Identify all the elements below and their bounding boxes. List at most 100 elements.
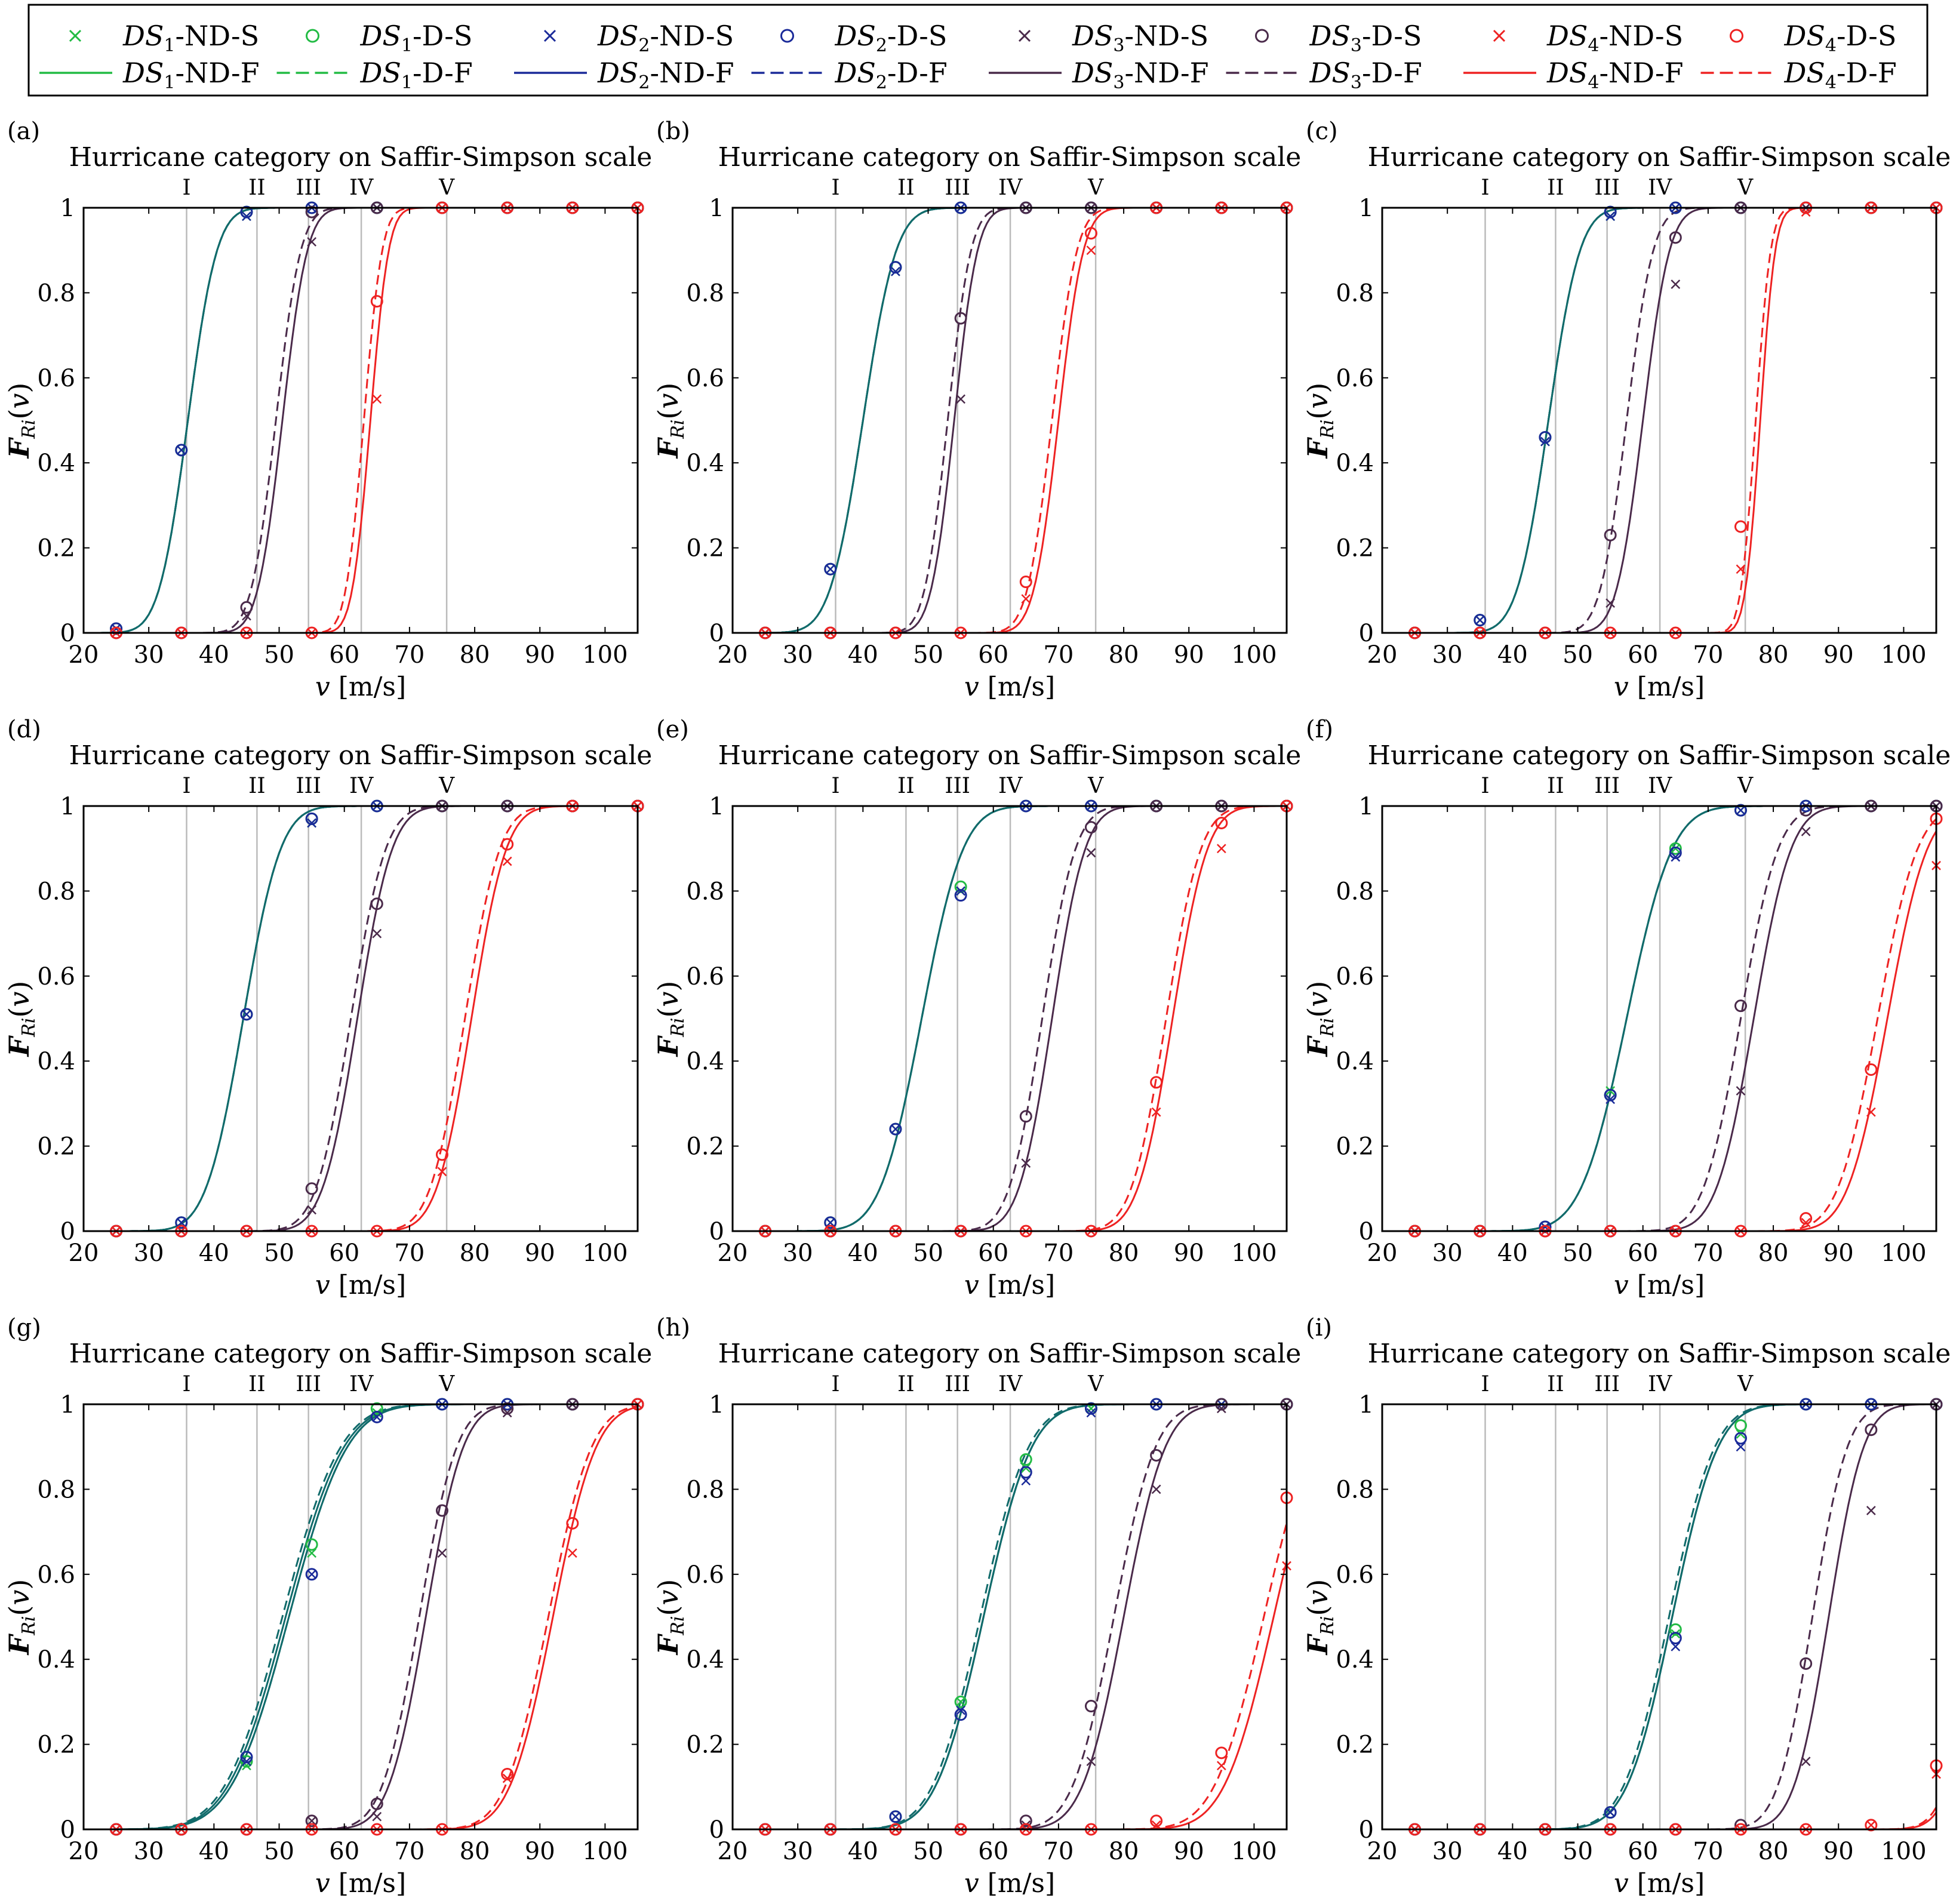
axes-box (1381, 805, 1937, 1232)
y-tick-label: 0.4 (1336, 1646, 1374, 1674)
y-tick-label: 0.6 (1336, 365, 1374, 392)
x-tick-label: 70 (1043, 1838, 1074, 1865)
x-tick-label: 90 (525, 1239, 555, 1267)
category-label: V (1737, 1372, 1754, 1397)
y-tick-label: 0 (60, 620, 75, 647)
x-tick-label: 100 (582, 1838, 628, 1865)
category-label: III (1594, 1372, 1620, 1397)
marker-x-DS4 (502, 1773, 512, 1783)
x-axis-label: v [m/s] (964, 1270, 1055, 1300)
marker-o-DS2 (1669, 846, 1682, 859)
legend-label: DS4-D-F (1784, 57, 1897, 93)
marker-o-DS2 (305, 1568, 318, 1581)
marker-x-DS1 (1736, 1429, 1746, 1439)
marker-o-DS2 (824, 562, 837, 576)
x-tick-label: 60 (1628, 1838, 1658, 1865)
panel-title: Hurricane category on Saffir-Simpson sca… (1368, 1339, 1950, 1369)
x-tick-label: 40 (848, 641, 878, 669)
marker-x-DS2 (825, 564, 835, 574)
marker-o-DS2 (889, 1122, 902, 1136)
panel-title: Hurricane category on Saffir-Simpson sca… (69, 740, 653, 771)
marker-x-DS2 (372, 1412, 382, 1422)
category-label: III (296, 1372, 321, 1397)
marker-x-DS1 (1671, 1629, 1681, 1639)
marker-x-DS3 (1801, 826, 1811, 836)
x-axis-label: v [m/s] (315, 672, 406, 702)
y-tick-label: 0.8 (1336, 1476, 1374, 1503)
marker-x-DS2 (891, 1124, 900, 1134)
y-axis-label: FRi(v) (652, 981, 688, 1058)
marker-o-DS3 (1084, 1700, 1097, 1713)
panel-title: Hurricane category on Saffir-Simpson sca… (69, 142, 653, 173)
x-tick-label: 100 (582, 1239, 628, 1267)
y-tick-label: 0.6 (1336, 963, 1374, 991)
x-tick-label: 50 (264, 1239, 294, 1267)
y-tick-label: 1 (1359, 195, 1374, 222)
marker-x-DS3 (307, 237, 317, 247)
y-tick-label: 0.8 (37, 878, 75, 905)
y-tick-label: 0.4 (37, 1048, 75, 1075)
x-axis-label: v [m/s] (964, 672, 1055, 702)
x-tick-label: 90 (1823, 1239, 1854, 1267)
panel-title: Hurricane category on Saffir-Simpson sca… (718, 1339, 1302, 1369)
y-tick-label: 0.4 (686, 1646, 724, 1674)
marker-x-DS4 (1866, 1107, 1876, 1117)
panel-title: Hurricane category on Saffir-Simpson sca… (69, 1339, 653, 1369)
marker-o-DS3 (1019, 1110, 1032, 1123)
y-tick-label: 0 (709, 620, 724, 647)
y-tick-label: 0.4 (686, 450, 724, 477)
x-tick-label: 50 (264, 1838, 294, 1865)
marker-o-DS4 (370, 295, 383, 308)
marker-x-DS2 (956, 1705, 966, 1715)
marker-o-DS2 (175, 444, 188, 457)
category-label: IV (1648, 774, 1672, 798)
axes-box (1381, 207, 1937, 634)
marker-x-DS3 (1086, 1757, 1096, 1766)
category-label: I (1481, 176, 1489, 200)
marker-o-DS1 (1669, 842, 1682, 855)
marker-o-DS2 (1604, 1088, 1617, 1102)
x-tick-label: 30 (783, 641, 813, 669)
sample-markers (1408, 799, 1943, 1238)
category-label: IV (349, 176, 374, 200)
y-tick-label: 0 (1359, 620, 1374, 647)
axes-box (731, 1403, 1288, 1831)
x-tick-label: 20 (718, 641, 748, 669)
marker-o-DS1 (305, 1538, 318, 1551)
category-label: III (945, 176, 970, 200)
x-tick-label: 70 (1693, 1239, 1723, 1267)
category-label: II (248, 774, 265, 798)
y-tick-label: 0.6 (37, 963, 75, 991)
x-tick-label: 20 (718, 1838, 748, 1865)
marker-x-DS2 (1605, 211, 1616, 222)
y-tick-label: 1 (60, 793, 75, 820)
category-label: V (438, 774, 455, 798)
marker-x-DS3 (1021, 1158, 1031, 1168)
legend-marker-o-0-1 (306, 29, 319, 43)
category-label: I (831, 774, 839, 798)
x-axis-label: v [m/s] (1614, 1868, 1705, 1899)
marker-o-DS4 (1865, 1819, 1878, 1832)
x-tick-label: 70 (1043, 641, 1074, 669)
y-tick-label: 0.4 (37, 1646, 75, 1674)
y-tick-label: 0.6 (686, 365, 724, 392)
category-label: II (1547, 176, 1564, 200)
x-tick-label: 30 (1432, 1838, 1463, 1865)
category-label: II (897, 1372, 914, 1397)
x-tick-label: 90 (1174, 641, 1204, 669)
legend-label: DS3-D-S (1309, 20, 1422, 56)
panels-grid: (a) Hurricane category on Saffir-Simpson … (3, 118, 1950, 1899)
marker-x-DS3 (1086, 848, 1096, 858)
y-tick-label: 0.8 (686, 878, 724, 905)
y-tick-label: 0 (709, 1218, 724, 1245)
marker-o-DS3 (370, 1797, 383, 1810)
marker-o-DS4 (1150, 1076, 1163, 1089)
marker-x-DS3 (242, 611, 251, 621)
marker-o-DS3 (1084, 821, 1097, 834)
marker-o-DS2 (1019, 1466, 1032, 1479)
legend-label: DS2-D-S (835, 20, 948, 56)
category-label: I (831, 176, 839, 200)
marker-o-DS4 (1865, 1063, 1878, 1076)
y-axis-label: FRi(v) (1302, 383, 1338, 460)
marker-o-DS2 (1539, 1220, 1552, 1234)
